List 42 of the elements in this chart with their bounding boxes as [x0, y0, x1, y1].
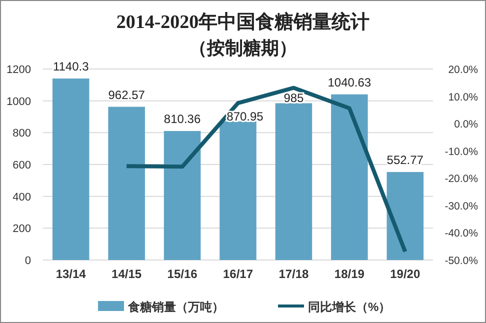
bar — [220, 121, 256, 260]
bar — [164, 131, 201, 260]
data-label: 1040.63 — [328, 75, 372, 90]
y2-tick-label: -30.0% — [444, 200, 478, 212]
x-tick-label: 19/20 — [390, 267, 420, 281]
y-tick-label: 0 — [24, 255, 31, 267]
data-label: 962.57 — [108, 88, 146, 102]
data-label: 552.77 — [386, 153, 424, 168]
y2-tick-label: -10.0% — [444, 146, 478, 158]
chart-title: 2014-2020年中国食糖销量统计 — [116, 11, 370, 33]
data-label: 985 — [284, 91, 304, 106]
y2-tick-label: -20.0% — [444, 173, 478, 186]
y-tick-label: 200 — [12, 223, 31, 236]
x-tick-label: 18/19 — [334, 267, 365, 281]
legend-label: 同比增长（%） — [308, 300, 391, 314]
data-label: 1140.3 — [52, 60, 90, 74]
y2-tick-label: -50.0% — [444, 255, 478, 267]
y-tick-label: 800 — [12, 128, 31, 140]
data-label: 870.95 — [226, 109, 264, 124]
legend-label: 食糖销量（万吨） — [127, 300, 224, 314]
x-tick-label: 13/14 — [56, 267, 86, 281]
bar — [331, 94, 368, 260]
x-tick-label: 17/18 — [278, 267, 310, 281]
x-tick-label: 14/15 — [112, 267, 142, 281]
y2-tick-label: 20.0% — [448, 64, 478, 76]
y-tick-label: 1000 — [6, 96, 31, 108]
bar — [108, 106, 145, 260]
y2-tick-label: 0.0% — [454, 118, 478, 131]
y-tick-label: 1200 — [6, 64, 31, 76]
x-tick-label: 15/16 — [167, 267, 198, 281]
y2-tick-label: -40.0% — [444, 228, 478, 240]
legend-item: 同比增长（%） — [278, 300, 391, 314]
bar — [52, 78, 90, 260]
bar — [275, 103, 312, 260]
y-tick-label: 400 — [12, 191, 31, 204]
y-tick-label: 600 — [12, 160, 31, 172]
x-tick-label: 16/17 — [222, 267, 254, 281]
chart-subtitle: （按制糖期） — [189, 38, 297, 58]
data-label: 810.36 — [164, 112, 201, 126]
legend-item: 食糖销量（万吨） — [98, 300, 224, 314]
bar — [386, 172, 424, 260]
y2-tick-label: 10.0% — [448, 91, 478, 104]
